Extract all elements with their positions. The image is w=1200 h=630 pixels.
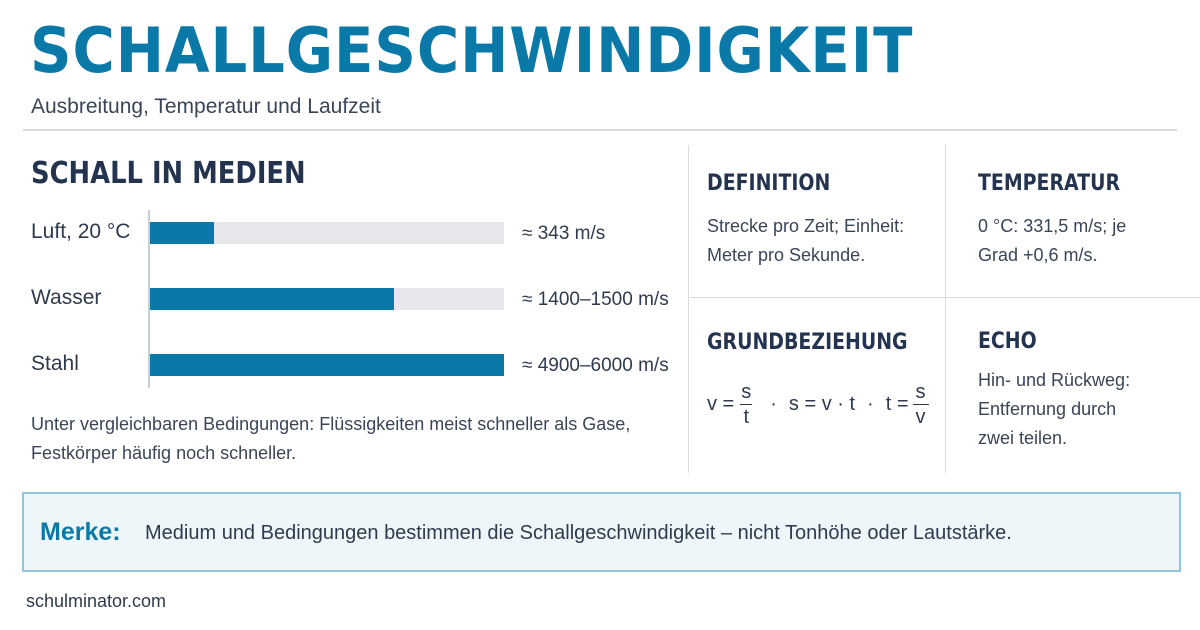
relation-title: GRUNDBEZIEHUNG: [707, 330, 908, 355]
bar-label: Stahl: [31, 352, 79, 375]
bar-row-luft: Luft, 20 °C ≈ 343 m/s: [0, 212, 680, 252]
column-divider: [945, 145, 946, 473]
bar-label: Wasser: [31, 286, 102, 309]
bar-row-wasser: Wasser ≈ 1400–1500 m/s: [0, 278, 680, 318]
row-divider: [690, 297, 1200, 298]
bar-row-stahl: Stahl ≈ 4900–6000 m/s: [0, 344, 680, 384]
numerator: s: [741, 380, 752, 403]
bar-track: [150, 222, 504, 244]
bar-value: ≈ 1400–1500 m/s: [522, 289, 669, 310]
echo-title: ECHO: [978, 329, 1037, 354]
definition-text: Strecke pro Zeit; Einheit: Meter pro Sek…: [707, 216, 905, 265]
merke-text: Medium und Bedingungen bestimmen die Sch…: [145, 522, 1012, 544]
fraction-s-over-v: s v: [912, 380, 929, 429]
formula-separator: ·: [770, 392, 777, 415]
page-subtitle: Ausbreitung, Temperatur und Laufzeit: [31, 95, 381, 118]
merke-label: Merke:: [40, 518, 121, 546]
bar-fill: [150, 288, 395, 310]
bar-fill: [150, 222, 214, 244]
footer-source: schulminator.com: [26, 591, 167, 611]
column-divider: [688, 145, 689, 473]
formula-separator: ·: [867, 392, 874, 415]
formula-1-lhs: v =: [707, 392, 735, 415]
header-divider: [23, 129, 1177, 131]
bar-value: ≈ 4900–6000 m/s: [522, 355, 669, 376]
bar-track: [150, 354, 504, 376]
formula-3-lhs: t =: [885, 392, 909, 415]
temperature-title: TEMPERATUR: [978, 171, 1121, 196]
fraction-s-over-t: s t: [738, 380, 754, 429]
media-note: Unter vergleichbaren Bedingungen: Flüssi…: [31, 414, 631, 463]
merke-box: Merke: Medium und Bedingungen bestimmen …: [22, 492, 1181, 572]
formula-2: s = v · t: [788, 392, 856, 415]
definition-title: DEFINITION: [707, 171, 831, 196]
bar-track: [150, 288, 504, 310]
bar-label: Luft, 20 °C: [31, 220, 131, 243]
page-title: SCHALLGESCHWINDIGKEIT: [30, 14, 914, 87]
numerator: s: [915, 380, 926, 403]
temperature-text: 0 °C: 331,5 m/s; je Grad +0,6 m/s.: [978, 216, 1127, 265]
bar-axis: [148, 210, 150, 388]
formula: v = s t · s = v · t · t = s v: [707, 376, 933, 432]
bar-fill: [150, 354, 504, 376]
media-section-title: SCHALL IN MEDIEN: [31, 156, 306, 191]
denominator: v: [912, 403, 929, 429]
denominator: t: [740, 403, 753, 429]
echo-text: Hin- und Rückweg: Entfernung durch zwei …: [978, 370, 1131, 448]
bar-value: ≈ 343 m/s: [522, 223, 606, 244]
